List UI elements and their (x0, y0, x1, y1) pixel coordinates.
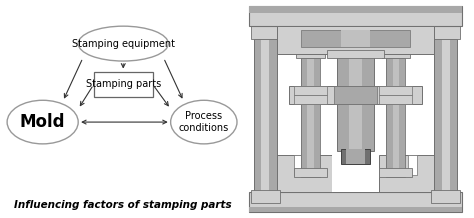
FancyBboxPatch shape (249, 7, 462, 13)
FancyBboxPatch shape (301, 58, 307, 177)
FancyBboxPatch shape (251, 190, 280, 203)
FancyBboxPatch shape (314, 58, 320, 177)
FancyBboxPatch shape (379, 155, 446, 192)
FancyBboxPatch shape (249, 7, 462, 26)
FancyBboxPatch shape (307, 58, 314, 177)
FancyBboxPatch shape (269, 39, 277, 194)
FancyBboxPatch shape (265, 155, 332, 192)
FancyBboxPatch shape (379, 168, 412, 177)
FancyBboxPatch shape (362, 54, 374, 151)
FancyBboxPatch shape (289, 86, 422, 104)
FancyBboxPatch shape (277, 26, 434, 54)
FancyBboxPatch shape (301, 30, 410, 48)
FancyBboxPatch shape (442, 39, 449, 194)
FancyBboxPatch shape (262, 39, 269, 194)
Text: Stamping equipment: Stamping equipment (72, 39, 175, 49)
Ellipse shape (7, 100, 78, 144)
FancyBboxPatch shape (408, 155, 417, 175)
FancyBboxPatch shape (334, 86, 377, 104)
FancyBboxPatch shape (431, 26, 460, 39)
FancyBboxPatch shape (434, 39, 442, 194)
FancyBboxPatch shape (341, 149, 370, 164)
Ellipse shape (171, 100, 237, 144)
FancyBboxPatch shape (386, 58, 392, 177)
Text: Stamping parts: Stamping parts (86, 80, 161, 89)
FancyBboxPatch shape (431, 190, 460, 203)
FancyBboxPatch shape (349, 54, 362, 151)
FancyBboxPatch shape (294, 86, 327, 95)
FancyBboxPatch shape (382, 48, 410, 58)
FancyBboxPatch shape (251, 26, 280, 39)
FancyBboxPatch shape (327, 50, 384, 58)
FancyBboxPatch shape (392, 58, 399, 177)
Text: Influencing factors of stamping parts: Influencing factors of stamping parts (14, 200, 232, 210)
FancyBboxPatch shape (332, 155, 379, 192)
FancyBboxPatch shape (249, 207, 462, 211)
FancyBboxPatch shape (379, 95, 412, 104)
FancyBboxPatch shape (341, 30, 370, 48)
FancyBboxPatch shape (379, 86, 412, 95)
FancyBboxPatch shape (93, 72, 153, 97)
FancyBboxPatch shape (249, 192, 462, 211)
FancyBboxPatch shape (449, 39, 457, 194)
Ellipse shape (78, 26, 168, 61)
FancyBboxPatch shape (346, 149, 365, 164)
FancyBboxPatch shape (254, 39, 262, 194)
Text: Mold: Mold (20, 113, 65, 131)
FancyBboxPatch shape (337, 54, 349, 151)
FancyBboxPatch shape (294, 155, 303, 175)
FancyBboxPatch shape (294, 168, 327, 177)
Text: Process
conditions: Process conditions (179, 111, 229, 133)
FancyBboxPatch shape (294, 95, 327, 104)
FancyBboxPatch shape (399, 58, 405, 177)
FancyBboxPatch shape (296, 48, 325, 58)
